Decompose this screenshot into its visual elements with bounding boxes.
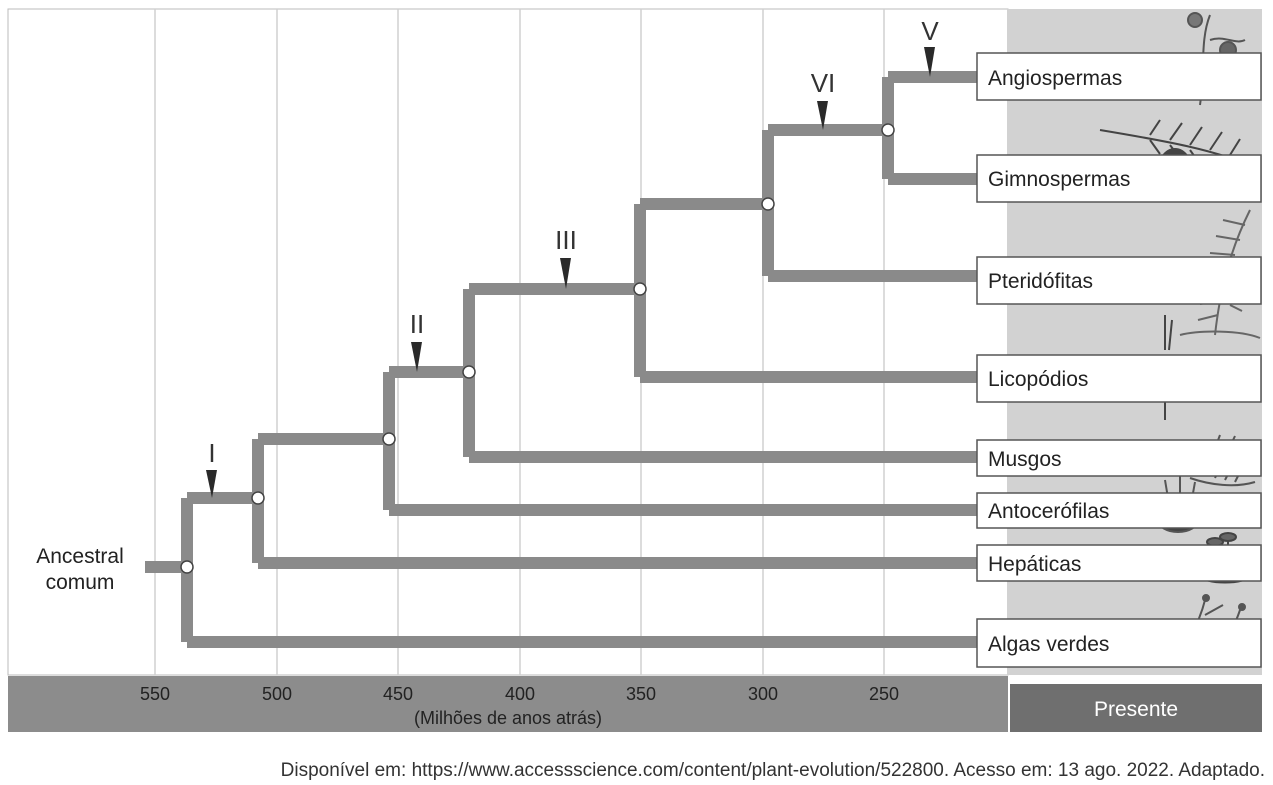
taxon-box bbox=[976, 154, 1262, 203]
ancestor-label-line1: Ancestral bbox=[36, 545, 124, 568]
marker-II: II bbox=[410, 309, 424, 372]
axis-unit-label: (Milhões de anos atrás) bbox=[414, 708, 602, 728]
marker-label: VI bbox=[811, 68, 836, 98]
marker-arrow-I bbox=[206, 470, 217, 498]
node-circle-6 bbox=[761, 197, 775, 211]
tick-label: 450 bbox=[383, 684, 413, 704]
taxon-licopodios: Licopódios bbox=[976, 354, 1262, 403]
taxon-label: Gimnospermas bbox=[988, 168, 1130, 191]
axis-tick-labels: 550 500 450 400 350 300 250 bbox=[140, 684, 899, 704]
taxon-label: Algas verdes bbox=[988, 633, 1109, 656]
tick-label: 500 bbox=[262, 684, 292, 704]
taxon-antocerofilas: Antocerófilas bbox=[976, 492, 1262, 529]
ancestor-label-line2: comum bbox=[46, 571, 115, 594]
taxon-box bbox=[976, 439, 1262, 477]
nodes bbox=[180, 123, 895, 574]
source-caption: Disponível em: https://www.accessscience… bbox=[280, 760, 1265, 781]
taxon-box bbox=[976, 354, 1262, 403]
node-circle-5 bbox=[633, 282, 647, 296]
taxon-label: Hepáticas bbox=[988, 553, 1081, 576]
present-label: Presente bbox=[1094, 698, 1178, 721]
tick-label: 300 bbox=[748, 684, 778, 704]
marker-I: I bbox=[206, 438, 217, 498]
marker-V: V bbox=[921, 16, 939, 77]
node-circle-2 bbox=[251, 491, 265, 505]
taxon-box bbox=[976, 256, 1262, 305]
node-circle-3 bbox=[382, 432, 396, 446]
taxa-labels: Angiospermas Gimnospermas Pteridófitas L… bbox=[976, 52, 1262, 668]
taxon-gimnospermas: Gimnospermas bbox=[976, 154, 1262, 203]
node-circle-1 bbox=[180, 560, 194, 574]
taxon-angiospermas: Angiospermas bbox=[976, 52, 1262, 101]
taxon-box bbox=[976, 618, 1262, 668]
taxon-box bbox=[976, 492, 1262, 529]
taxon-musgos: Musgos bbox=[976, 439, 1262, 477]
taxon-label: Angiospermas bbox=[988, 67, 1122, 90]
taxon-box bbox=[976, 544, 1262, 582]
tick-label: 400 bbox=[505, 684, 535, 704]
node-circle-4 bbox=[462, 365, 476, 379]
tick-label: 550 bbox=[140, 684, 170, 704]
marker-arrow-II bbox=[411, 342, 422, 372]
tick-label: 350 bbox=[626, 684, 656, 704]
taxon-box bbox=[976, 52, 1262, 101]
marker-label: V bbox=[921, 16, 939, 46]
present-band bbox=[1010, 684, 1262, 732]
marker-arrow-V bbox=[924, 47, 935, 77]
marker-label: III bbox=[555, 225, 577, 255]
taxon-pteridofitas: Pteridófitas bbox=[976, 256, 1262, 305]
tick-label: 250 bbox=[869, 684, 899, 704]
taxon-hepaticas: Hepáticas bbox=[976, 544, 1262, 582]
plot-frame bbox=[7, 8, 1009, 676]
node-circle-7 bbox=[881, 123, 895, 137]
taxon-label: Musgos bbox=[988, 448, 1062, 471]
time-axis-band bbox=[8, 676, 1008, 732]
taxon-algas-verdes: Algas verdes bbox=[976, 618, 1262, 668]
marker-label: II bbox=[410, 309, 424, 339]
marker-VI: VI bbox=[811, 68, 836, 130]
marker-III: III bbox=[555, 225, 577, 289]
marker-arrow-VI bbox=[817, 101, 828, 130]
markers: I II III VI V bbox=[206, 16, 939, 498]
taxon-label: Antocerófilas bbox=[988, 500, 1109, 523]
taxon-label: Pteridófitas bbox=[988, 270, 1093, 293]
marker-label: I bbox=[208, 438, 215, 468]
taxon-label: Licopódios bbox=[988, 368, 1088, 391]
marker-arrow-III bbox=[560, 258, 571, 289]
